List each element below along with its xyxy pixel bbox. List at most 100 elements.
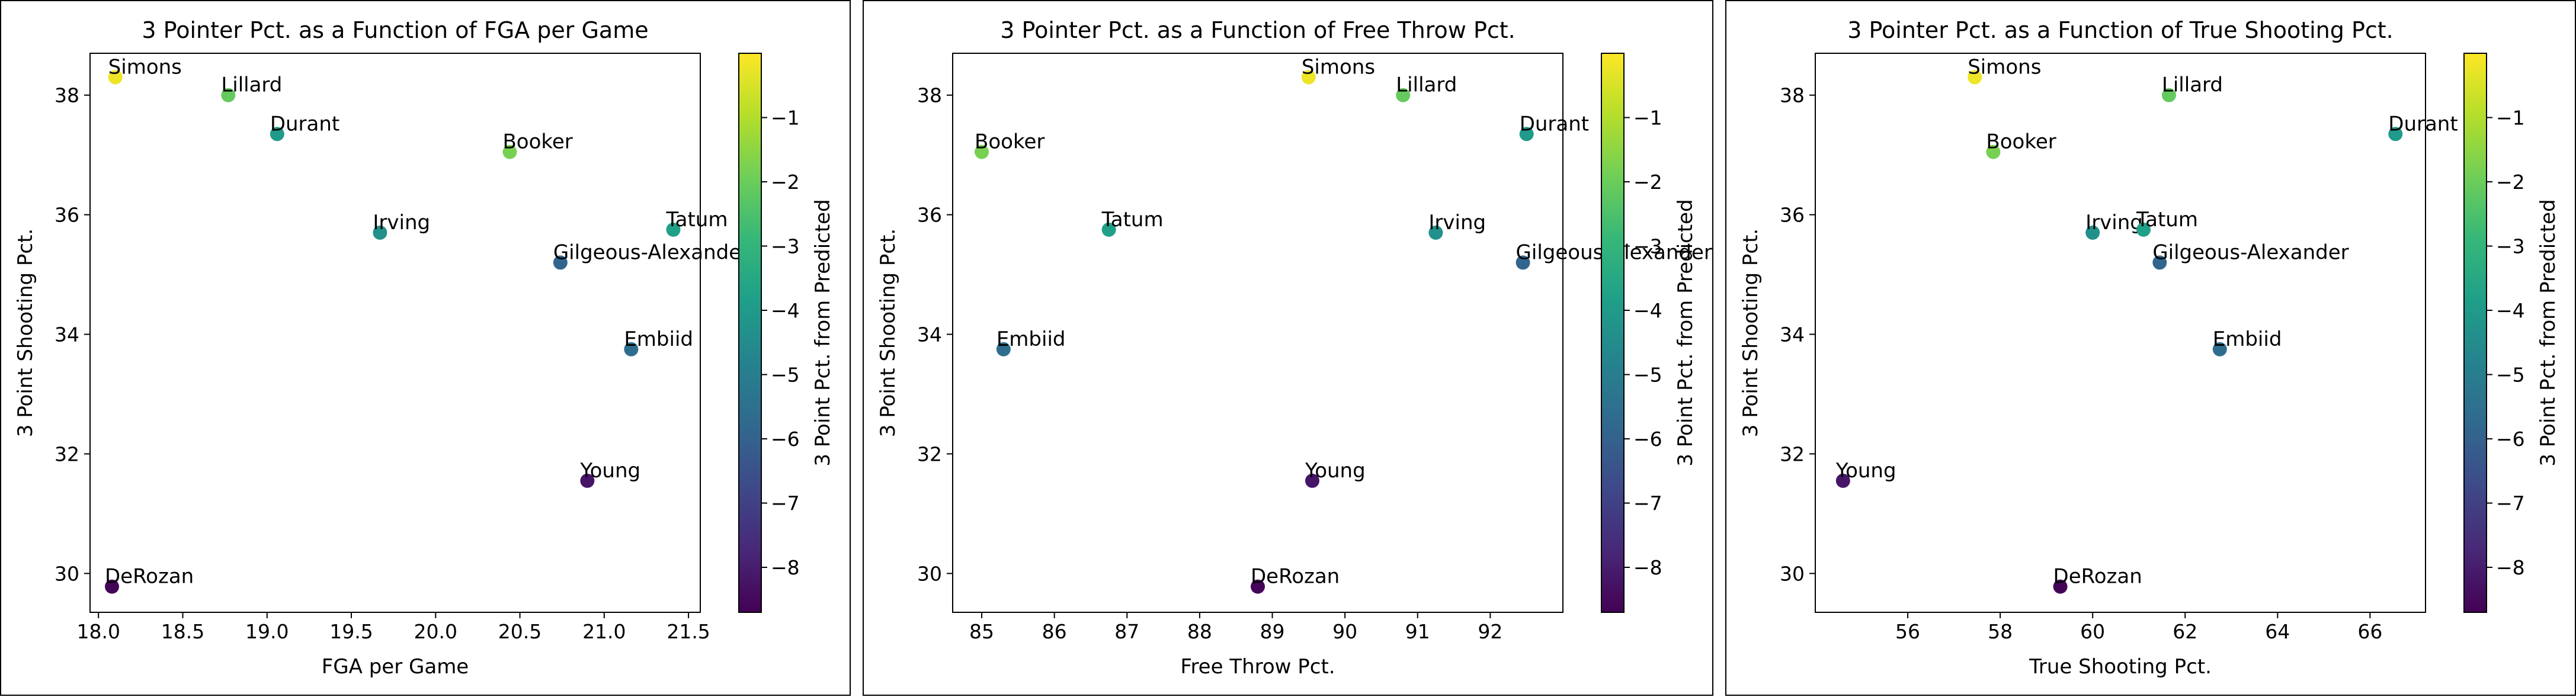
y-tick-label: 38 <box>1780 84 1805 107</box>
colorbar <box>1601 53 1625 613</box>
data-point <box>2053 579 2068 594</box>
chart-title: 3 Pointer Pct. as a Function of True Sho… <box>1847 17 2394 43</box>
colorbar-tick-label: −3 <box>771 235 800 258</box>
data-point <box>624 342 639 356</box>
data-point <box>2152 255 2167 270</box>
colorbar-tick-label: −3 <box>2496 235 2525 258</box>
y-tick-label: 34 <box>917 323 942 346</box>
point-label: Durant <box>270 112 339 136</box>
colorbar-label: 3 Point Pct. from Predicted <box>811 199 835 466</box>
x-tick-label: 86 <box>1042 620 1067 643</box>
colorbar-label: 3 Point Pct. from Predicted <box>1674 199 1697 466</box>
chart-panel-fga: 3 Pointer Pct. as a Function of FGA per … <box>0 0 851 696</box>
chart-panel-free-throw: 3 Pointer Pct. as a Function of Free Thr… <box>863 0 1713 696</box>
data-point <box>1301 70 1316 85</box>
point-label: Tatum <box>2136 208 2198 232</box>
y-tick-label: 32 <box>1780 442 1805 465</box>
colorbar-tick-label: −1 <box>1633 107 1662 130</box>
data-point <box>270 127 284 142</box>
x-tick-label: 60 <box>2080 620 2105 643</box>
colorbar-tick-label: −8 <box>2496 556 2525 579</box>
x-tick-label: 56 <box>1895 620 1920 643</box>
data-point <box>1305 473 1319 488</box>
colorbar-label: 3 Point Pct. from Predicted <box>2536 199 2560 466</box>
point-label: Lillard <box>221 73 282 97</box>
colorbar-tick-label: −1 <box>771 107 800 130</box>
y-tick-label: 38 <box>55 84 79 107</box>
data-point <box>1101 222 1116 237</box>
point-label: Lillard <box>1396 73 1457 97</box>
y-tick-label: 38 <box>917 84 942 107</box>
x-tick-label: 21.0 <box>582 620 626 643</box>
point-label: Simons <box>1302 55 1375 79</box>
data-point <box>666 222 681 237</box>
point-label: DeRozan <box>1251 565 1340 589</box>
plot-frame <box>1815 53 2426 613</box>
point-label: Durant <box>2388 112 2458 136</box>
point-label: Gilgeous-Alexander <box>553 240 749 264</box>
chart-fga: 3 Pointer Pct. as a Function of FGA per … <box>14 17 835 679</box>
point-label: DeRozan <box>105 565 194 589</box>
point-label: Irving <box>2085 211 2143 235</box>
x-tick-label: 90 <box>1332 620 1357 643</box>
y-axis-label: 3 Point Shooting Pct. <box>1739 229 1763 437</box>
point-label: Booker <box>975 130 1045 154</box>
colorbar-tick-label: −4 <box>2496 299 2525 322</box>
point-label: Tatum <box>665 208 728 232</box>
colorbar-tick-label: −7 <box>1633 492 1662 515</box>
y-tick-label: 32 <box>917 442 942 465</box>
data-point <box>975 144 989 159</box>
x-tick-label: 20.5 <box>498 620 542 643</box>
colorbar-tick-label: −3 <box>1633 235 1662 258</box>
colorbar <box>738 53 762 613</box>
y-axis-label: 3 Point Shooting Pct. <box>14 229 37 437</box>
y-tick-label: 32 <box>55 442 79 465</box>
data-point <box>373 225 387 240</box>
y-tick-label: 36 <box>55 204 79 227</box>
x-tick-label: 85 <box>969 620 994 643</box>
point-label: Lillard <box>2162 73 2223 97</box>
data-point <box>1516 255 1530 270</box>
colorbar-tick-label: −5 <box>771 364 800 387</box>
colorbar-tick-label: −4 <box>771 299 800 322</box>
data-point <box>1519 127 1534 142</box>
colorbar-tick-label: −6 <box>2496 428 2525 451</box>
point-label: Young <box>1305 459 1366 483</box>
colorbar-tick-label: −8 <box>771 556 800 579</box>
x-tick-label: 19.0 <box>245 620 289 643</box>
data-point <box>1396 88 1411 102</box>
x-axis-label: FGA per Game <box>322 655 469 679</box>
point-label: Embiid <box>997 327 1066 351</box>
chart-panel-true-shooting: 3 Pointer Pct. as a Function of True Sho… <box>1725 0 2576 696</box>
point-label: Embiid <box>624 327 693 351</box>
colorbar-tick-label: −2 <box>771 171 800 194</box>
data-point <box>1251 579 1265 594</box>
colorbar-tick-label: −4 <box>1633 299 1662 322</box>
colorbar-tick-label: −6 <box>1633 428 1662 451</box>
point-label: Tatum <box>1101 208 1164 232</box>
y-tick-label: 30 <box>1780 562 1805 585</box>
data-point <box>2161 88 2176 102</box>
plot-frame <box>89 53 701 613</box>
data-point <box>1835 473 1850 488</box>
point-label: Booker <box>1986 130 2056 154</box>
data-point <box>2136 222 2151 237</box>
point-label: Simons <box>108 55 182 79</box>
data-point <box>502 144 517 159</box>
y-tick-label: 30 <box>917 562 942 585</box>
colorbar-tick-label: −7 <box>2496 492 2525 515</box>
y-tick-label: 30 <box>55 562 79 585</box>
y-tick-label: 34 <box>55 323 79 346</box>
y-tick-label: 36 <box>917 204 942 227</box>
y-tick-label: 34 <box>1780 323 1805 346</box>
point-label: Durant <box>1520 112 1589 136</box>
colorbar-tick-label: −8 <box>1633 556 1662 579</box>
chart-title: 3 Pointer Pct. as a Function of FGA per … <box>142 17 648 43</box>
x-tick-label: 89 <box>1260 620 1285 643</box>
x-tick-label: 20.0 <box>414 620 457 643</box>
data-point <box>108 70 123 85</box>
data-point <box>221 88 236 102</box>
chart-free-throw: 3 Pointer Pct. as a Function of Free Thr… <box>876 17 1712 679</box>
point-label: Irving <box>373 211 430 235</box>
x-tick-label: 88 <box>1187 620 1212 643</box>
